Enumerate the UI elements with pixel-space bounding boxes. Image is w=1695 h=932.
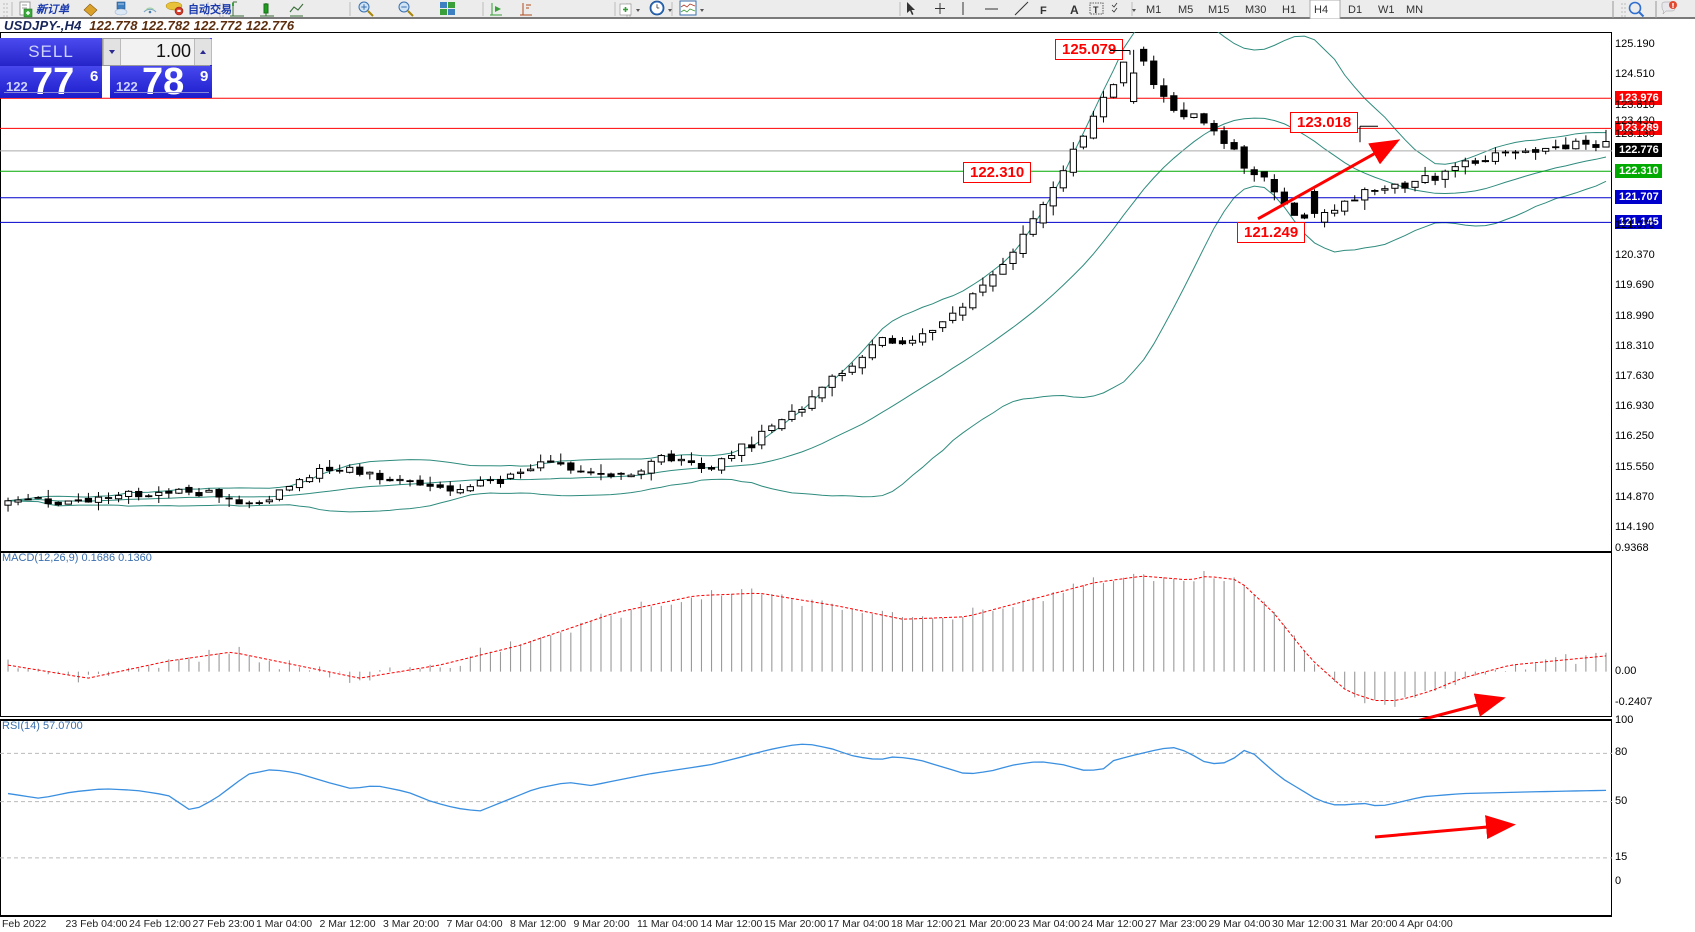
svg-text:MN: MN (1406, 4, 1423, 16)
svg-text:M5: M5 (1178, 4, 1193, 16)
svg-text:T: T (1093, 5, 1099, 15)
svg-text:自动交易: 自动交易 (188, 2, 232, 16)
svg-text:D1: D1 (1348, 4, 1362, 16)
svg-text:M30: M30 (1245, 4, 1266, 16)
svg-text:H4: H4 (1314, 4, 1328, 16)
svg-text:F: F (1040, 5, 1047, 17)
svg-text:M1: M1 (1146, 4, 1161, 16)
svg-text:A: A (1070, 3, 1079, 17)
svg-text:H1: H1 (1282, 4, 1296, 16)
svg-text:M15: M15 (1208, 4, 1229, 16)
svg-text:W1: W1 (1378, 4, 1395, 16)
svg-text:新订单: 新订单 (36, 3, 70, 16)
